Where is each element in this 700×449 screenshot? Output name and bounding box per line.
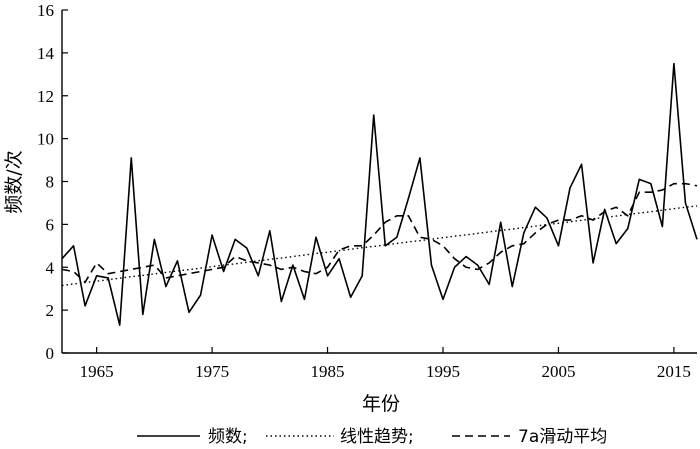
x-tick-label: 1995	[426, 362, 460, 381]
x-tick-label: 2005	[541, 362, 575, 381]
trend-line	[61, 205, 698, 287]
x-tick-label: 1975	[195, 362, 229, 381]
legend-label-frequency: 频数;	[208, 427, 248, 447]
moving-average-line	[61, 182, 698, 284]
y-axis-title: 频数/次	[3, 150, 25, 213]
x-axis-title: 年份	[362, 393, 400, 415]
axes	[61, 9, 697, 354]
x-tick-label: 1965	[80, 362, 114, 381]
y-tick-label: 4	[46, 258, 55, 277]
y-tick-label: 14	[37, 44, 55, 63]
y-tick-label: 12	[37, 87, 54, 106]
x-tick-label: 1985	[311, 362, 345, 381]
tick-labels: 0 2 4 6 8 10 12 14 16 1965 1975 1985 1995 2005 2015	[37, 1, 691, 381]
y-tick-label: 6	[46, 215, 55, 234]
y-tick-label: 10	[37, 130, 54, 149]
legend-label-moving-average: 7a滑动平均	[518, 427, 607, 447]
legend-label-trend: 线性趋势;	[340, 427, 414, 447]
y-tick-label: 8	[46, 173, 55, 192]
x-tick-label: 2015	[657, 362, 691, 381]
y-tick-label: 16	[37, 1, 54, 20]
y-tick-label: 2	[46, 301, 55, 320]
series-lines	[61, 62, 698, 326]
frequency-line	[61, 62, 698, 326]
legend: 频数; 线性趋势; 7a滑动平均	[137, 427, 607, 447]
y-tick-label: 0	[46, 344, 55, 363]
